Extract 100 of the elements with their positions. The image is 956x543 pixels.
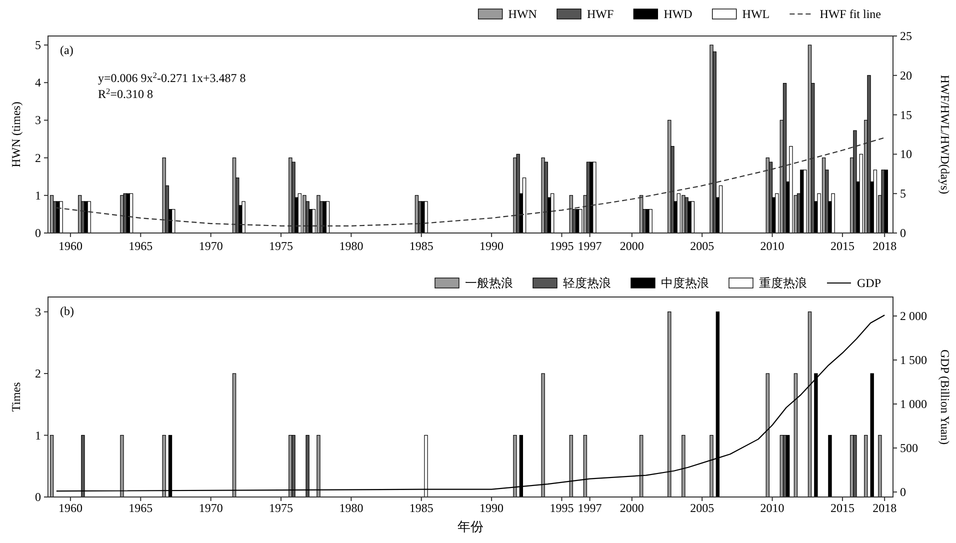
y2-tick-label: 500 bbox=[900, 440, 918, 455]
bar bbox=[682, 434, 686, 498]
legend-label: 轻度热浪 bbox=[563, 276, 611, 290]
y2-tick-label: 1 500 bbox=[900, 353, 927, 367]
x-tick-label: 1965 bbox=[128, 239, 153, 253]
legend-label: HWF fit line bbox=[820, 7, 882, 21]
bar bbox=[716, 312, 720, 498]
x-tick-label: 1990 bbox=[480, 501, 504, 515]
bar bbox=[789, 146, 793, 234]
x-tick-label: 1997 bbox=[578, 239, 602, 253]
x-tick-label: 2005 bbox=[690, 501, 714, 515]
legend-label: 重度热浪 bbox=[759, 276, 807, 290]
legend-label: HWN bbox=[508, 7, 538, 21]
x-tick-label: 1970 bbox=[198, 239, 223, 253]
y2-tick-label: 0 bbox=[900, 226, 906, 240]
y2-tick-label: 20 bbox=[900, 68, 912, 82]
y2-tick-label: 10 bbox=[900, 147, 912, 162]
bar bbox=[828, 434, 832, 498]
bar bbox=[808, 312, 812, 498]
bar bbox=[424, 201, 428, 234]
x-tick-label: 2000 bbox=[620, 501, 644, 515]
y-tick-label: 5 bbox=[35, 38, 41, 52]
bar bbox=[794, 373, 798, 498]
y-tick-label: 2 bbox=[35, 366, 41, 381]
x-tick-label: 1980 bbox=[339, 501, 364, 515]
bar bbox=[50, 434, 54, 498]
x-tick-label: 2000 bbox=[620, 239, 644, 253]
y-tick-label: 1 bbox=[35, 188, 41, 202]
annotation: (b) bbox=[60, 304, 74, 318]
bar bbox=[168, 434, 172, 498]
x-tick-label: 1995 bbox=[550, 239, 574, 253]
y2-tick-label: 0 bbox=[900, 484, 906, 499]
x-axis-title: 年份 bbox=[458, 519, 484, 534]
bar bbox=[550, 193, 554, 234]
bar bbox=[569, 434, 573, 498]
bar bbox=[878, 434, 882, 498]
y2-tick-label: 5 bbox=[900, 186, 906, 201]
bar bbox=[786, 434, 790, 498]
y2-tick-label: 2 000 bbox=[900, 309, 927, 324]
y-axis-title: Times bbox=[9, 382, 23, 412]
bar bbox=[853, 434, 857, 498]
bar bbox=[541, 373, 545, 498]
bar bbox=[162, 434, 166, 498]
annotation: y=0.006 9x$^{2}$-0.271 1x+3.487 8 bbox=[98, 70, 246, 85]
legend-label: 一般热浪 bbox=[465, 276, 513, 290]
bar bbox=[316, 434, 320, 498]
x-tick-label: 2015 bbox=[830, 239, 854, 253]
bar bbox=[668, 312, 672, 498]
x-tick-label: 1997 bbox=[578, 501, 602, 515]
x-tick-label: 2010 bbox=[760, 239, 784, 253]
bar bbox=[87, 201, 91, 234]
bar bbox=[59, 201, 63, 234]
bar bbox=[513, 434, 517, 498]
legend-label: HWF bbox=[587, 7, 614, 21]
x-tick-label: 1970 bbox=[198, 501, 223, 515]
legend-label: HWL bbox=[742, 7, 770, 21]
bar bbox=[718, 185, 723, 234]
bar bbox=[232, 373, 236, 498]
y2-axis-title: GDP (Billion Yuan) bbox=[938, 349, 952, 445]
bar bbox=[766, 373, 770, 498]
bar bbox=[306, 434, 310, 498]
x-tick-label: 1985 bbox=[409, 501, 434, 515]
bar bbox=[292, 434, 296, 498]
y-tick-label: 3 bbox=[35, 113, 41, 128]
y-tick-label: 1 bbox=[35, 428, 41, 442]
y2-tick-label: 1 000 bbox=[900, 396, 927, 411]
y-tick-label: 0 bbox=[35, 490, 41, 504]
x-tick-label: 1975 bbox=[269, 239, 294, 253]
bar bbox=[326, 201, 330, 234]
bar bbox=[864, 434, 868, 498]
bar bbox=[831, 193, 835, 234]
x-tick-label: 1995 bbox=[550, 501, 574, 515]
y-tick-label: 0 bbox=[35, 226, 41, 240]
bar bbox=[639, 434, 644, 498]
legend-label: HWD bbox=[664, 7, 693, 21]
y2-tick-label: 15 bbox=[900, 108, 912, 122]
bar bbox=[648, 209, 652, 234]
bar bbox=[688, 201, 692, 234]
y2-tick-label: 25 bbox=[900, 29, 912, 43]
y-tick-label: 4 bbox=[35, 76, 41, 90]
y2-axis-title: HWF/HWL/HWD(days) bbox=[938, 74, 952, 194]
bar bbox=[242, 201, 246, 234]
y-tick-label: 2 bbox=[35, 150, 41, 165]
x-tick-label: 1960 bbox=[58, 501, 82, 515]
x-tick-label: 1990 bbox=[480, 239, 504, 253]
bar bbox=[120, 434, 124, 498]
x-tick-label: 2018 bbox=[872, 501, 897, 515]
bar bbox=[710, 434, 714, 498]
bar bbox=[814, 373, 818, 498]
bar bbox=[84, 201, 88, 234]
x-tick-label: 1960 bbox=[58, 239, 82, 253]
bar bbox=[81, 434, 85, 498]
y-axis-title: HWN (times) bbox=[9, 102, 23, 168]
bar bbox=[690, 201, 695, 234]
x-tick-label: 1965 bbox=[128, 501, 153, 515]
bar bbox=[522, 178, 526, 234]
y-tick-label: 3 bbox=[35, 304, 41, 319]
bar bbox=[172, 209, 176, 234]
annotation: (a) bbox=[60, 43, 74, 57]
bar bbox=[870, 373, 874, 498]
